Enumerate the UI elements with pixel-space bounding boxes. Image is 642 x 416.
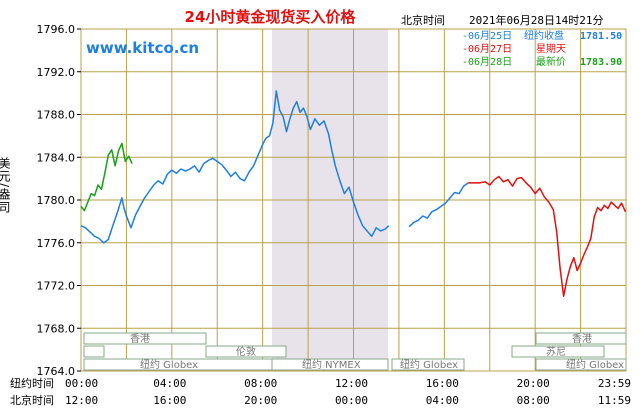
legend-1-label: 星期天 (536, 43, 566, 55)
watermark: www.kitco.cn (86, 39, 199, 57)
x-tick-label-row1: 12:00 (335, 377, 368, 390)
session-label-globex-1: 纽约 Globex (140, 358, 198, 371)
legend-2-value: 1783.90 (580, 57, 622, 68)
y-tick-label: 1792.0 (37, 66, 76, 79)
current-datetime: 2021年06月28日14时21分 (469, 13, 603, 27)
x-tick-label-row2: 20:00 (244, 394, 277, 407)
session-label-london: 伦敦 (236, 345, 256, 358)
clock-label: 北京时间 (401, 13, 445, 27)
x-tick-label-row1: 23:59 (598, 377, 631, 390)
y-tick-label: 1780.0 (37, 194, 76, 207)
x-tick-label-row1: 04:00 (153, 377, 186, 390)
session-label-nymex: 纽约 NYMEX (302, 358, 361, 371)
y-tick-label: 1768.0 (37, 322, 76, 335)
series-line-0 (80, 90, 390, 244)
y-axis-label: 美元/盎司 (0, 157, 11, 214)
session-label-hongkong-1: 香港 (130, 333, 150, 345)
session-box-stub-left (83, 345, 105, 358)
x-tick-label-row1: 08:00 (244, 377, 277, 390)
legend-2-date: -06月28日 (462, 56, 512, 68)
y-axis-ticks: 1764.0 1768.0 1772.0 1776.0 1780.0 1784.0 1788… (37, 23, 81, 378)
grid-lines (81, 29, 626, 371)
y-tick-label: 1772.0 (37, 280, 76, 293)
x-tick-label-row2: 11:59 (598, 394, 631, 407)
session-box-nymex (271, 358, 389, 371)
series-line-1 (408, 182, 469, 228)
x-tick-label-row2: 00:00 (335, 394, 368, 407)
y-tick-label: 1784.0 (37, 151, 76, 164)
x-tick-label-row2: 04:00 (426, 394, 459, 407)
session-box-hongkong-2 (535, 332, 627, 345)
session-label-zurich: 苏尼 (546, 345, 566, 358)
y-tick-label: 1776.0 (37, 237, 76, 250)
x-tick-label-row2: 12:00 (65, 394, 98, 407)
legend-0-value: 1781.50 (580, 31, 622, 42)
legend-0-label: 纽约收盘 (524, 29, 564, 42)
series-line-3 (80, 142, 133, 212)
x-tick-label-row1: 20:00 (517, 377, 550, 390)
chart-title: 24小时黄金现货买入价格 (185, 8, 357, 26)
y-tick-label: 1764.0 (37, 365, 76, 378)
price-series (80, 90, 627, 297)
y-tick-label: 1796.0 (37, 23, 76, 36)
session-box-hongkong-1 (83, 332, 207, 345)
market-sessions: 香港 香港 伦敦 苏尼 纽约 Globex 纽约 NYMEX 纽约 Globex… (83, 332, 627, 371)
session-box-london (205, 345, 287, 358)
legend-1-date: -06月27日 (462, 43, 512, 55)
session-box-globex-2 (391, 358, 465, 371)
legend-0-date: -06月25日 (462, 30, 512, 42)
session-box-globex-3 (535, 358, 627, 371)
session-label-hongkong-2: 香港 (572, 333, 592, 345)
session-label-globex-3: 纽约 Globex (566, 358, 624, 371)
x-tick-label-row2: 08:00 (517, 394, 550, 407)
legend: -06月25日 纽约收盘 1781.50 -06月27日 星期天 -06月28日… (462, 29, 622, 68)
x-row1-label: 纽约时间 (10, 376, 54, 390)
session-label-globex-2: 纽约 Globex (400, 358, 458, 371)
x-tick-label-row1: 00:00 (65, 377, 98, 390)
x-row2-label: 北京时间 (10, 393, 54, 407)
x-tick-label-row2: 16:00 (153, 394, 186, 407)
x-tick-label-row1: 16:00 (426, 377, 459, 390)
legend-2-label: 最新价 (536, 55, 566, 68)
y-tick-label: 1788.0 (37, 109, 76, 122)
x-axis-ticks: 00:00 04:00 08:00 12:00 16:00 20:00 23:59 12:00… (65, 377, 631, 407)
series-line-2 (468, 175, 627, 297)
session-box-zurich (511, 345, 605, 358)
